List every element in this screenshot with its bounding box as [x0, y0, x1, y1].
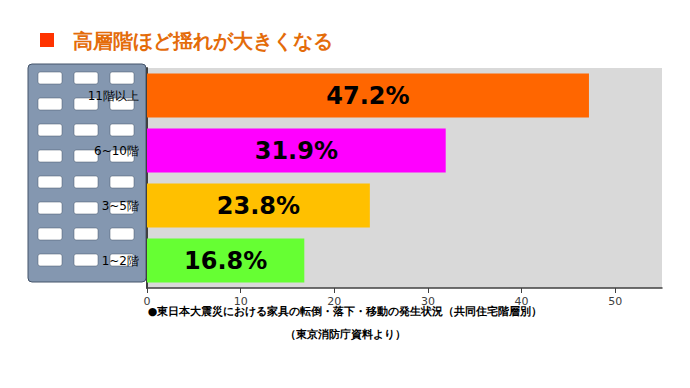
svg-text:50: 50: [608, 295, 622, 308]
svg-text:47.2%: 47.2%: [326, 82, 409, 110]
svg-text:3~5階: 3~5階: [102, 199, 139, 213]
svg-text:20: 20: [327, 295, 342, 308]
svg-text:6~10階: 6~10階: [94, 144, 139, 158]
svg-text:高層階ほど揺れが大きくなる: 高層階ほど揺れが大きくなる: [73, 29, 333, 53]
svg-text:16.8%: 16.8%: [184, 247, 267, 275]
svg-text:31.9%: 31.9%: [255, 137, 338, 165]
svg-text:40: 40: [514, 295, 529, 308]
svg-text:●東日本大震災における家具の転倒・落下・移動の発生状況（共同: ●東日本大震災における家具の転倒・落下・移動の発生状況（共同住宅階層別）: [148, 305, 543, 318]
svg-text:10: 10: [233, 295, 248, 308]
svg-text:（東京消防庁資料より）: （東京消防庁資料より）: [285, 328, 406, 341]
svg-text:23.8%: 23.8%: [217, 192, 300, 220]
svg-text:0: 0: [143, 295, 151, 308]
svg-text:30: 30: [420, 295, 435, 308]
svg-text:1~2階: 1~2階: [102, 254, 139, 268]
svg-text:11階以上: 11階以上: [88, 89, 139, 103]
